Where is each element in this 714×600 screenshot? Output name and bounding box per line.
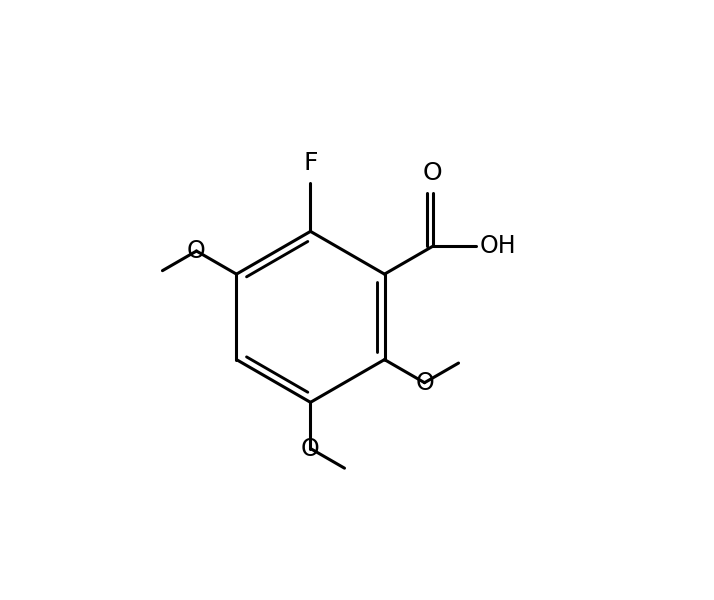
Text: F: F <box>303 151 318 175</box>
Text: O: O <box>301 437 320 461</box>
Text: OH: OH <box>480 235 517 259</box>
Text: O: O <box>415 371 434 395</box>
Text: O: O <box>423 161 443 185</box>
Text: O: O <box>187 239 206 263</box>
